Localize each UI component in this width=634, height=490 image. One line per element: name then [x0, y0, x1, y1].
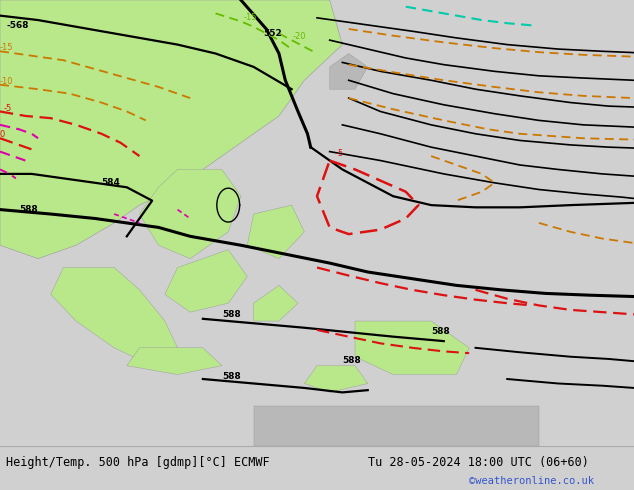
Text: 588: 588	[342, 356, 361, 366]
Text: -5: -5	[336, 149, 344, 158]
Text: Tu 28-05-2024 18:00 UTC (06+60): Tu 28-05-2024 18:00 UTC (06+60)	[368, 456, 588, 469]
Polygon shape	[254, 406, 539, 446]
Polygon shape	[127, 348, 222, 374]
Text: 0: 0	[0, 130, 5, 139]
Polygon shape	[355, 321, 469, 374]
Polygon shape	[51, 268, 178, 366]
Text: -15: -15	[244, 13, 257, 22]
Text: -568: -568	[6, 21, 29, 30]
Text: -20: -20	[293, 32, 306, 41]
Text: 588: 588	[431, 327, 450, 337]
Polygon shape	[0, 0, 342, 259]
Text: 588: 588	[222, 372, 241, 381]
Polygon shape	[330, 53, 368, 89]
Text: 588: 588	[222, 310, 241, 318]
Text: -10: -10	[0, 77, 13, 86]
Polygon shape	[247, 205, 304, 259]
Polygon shape	[139, 170, 241, 259]
Text: -15: -15	[0, 43, 13, 52]
Polygon shape	[254, 285, 298, 321]
Polygon shape	[304, 366, 368, 392]
Text: 552: 552	[263, 29, 282, 38]
Text: -5: -5	[3, 103, 11, 113]
Text: 584: 584	[101, 178, 120, 187]
Polygon shape	[165, 250, 247, 312]
Text: 588: 588	[19, 205, 38, 214]
Text: Height/Temp. 500 hPa [gdmp][°C] ECMWF: Height/Temp. 500 hPa [gdmp][°C] ECMWF	[6, 456, 270, 469]
Text: ©weatheronline.co.uk: ©weatheronline.co.uk	[469, 476, 594, 487]
